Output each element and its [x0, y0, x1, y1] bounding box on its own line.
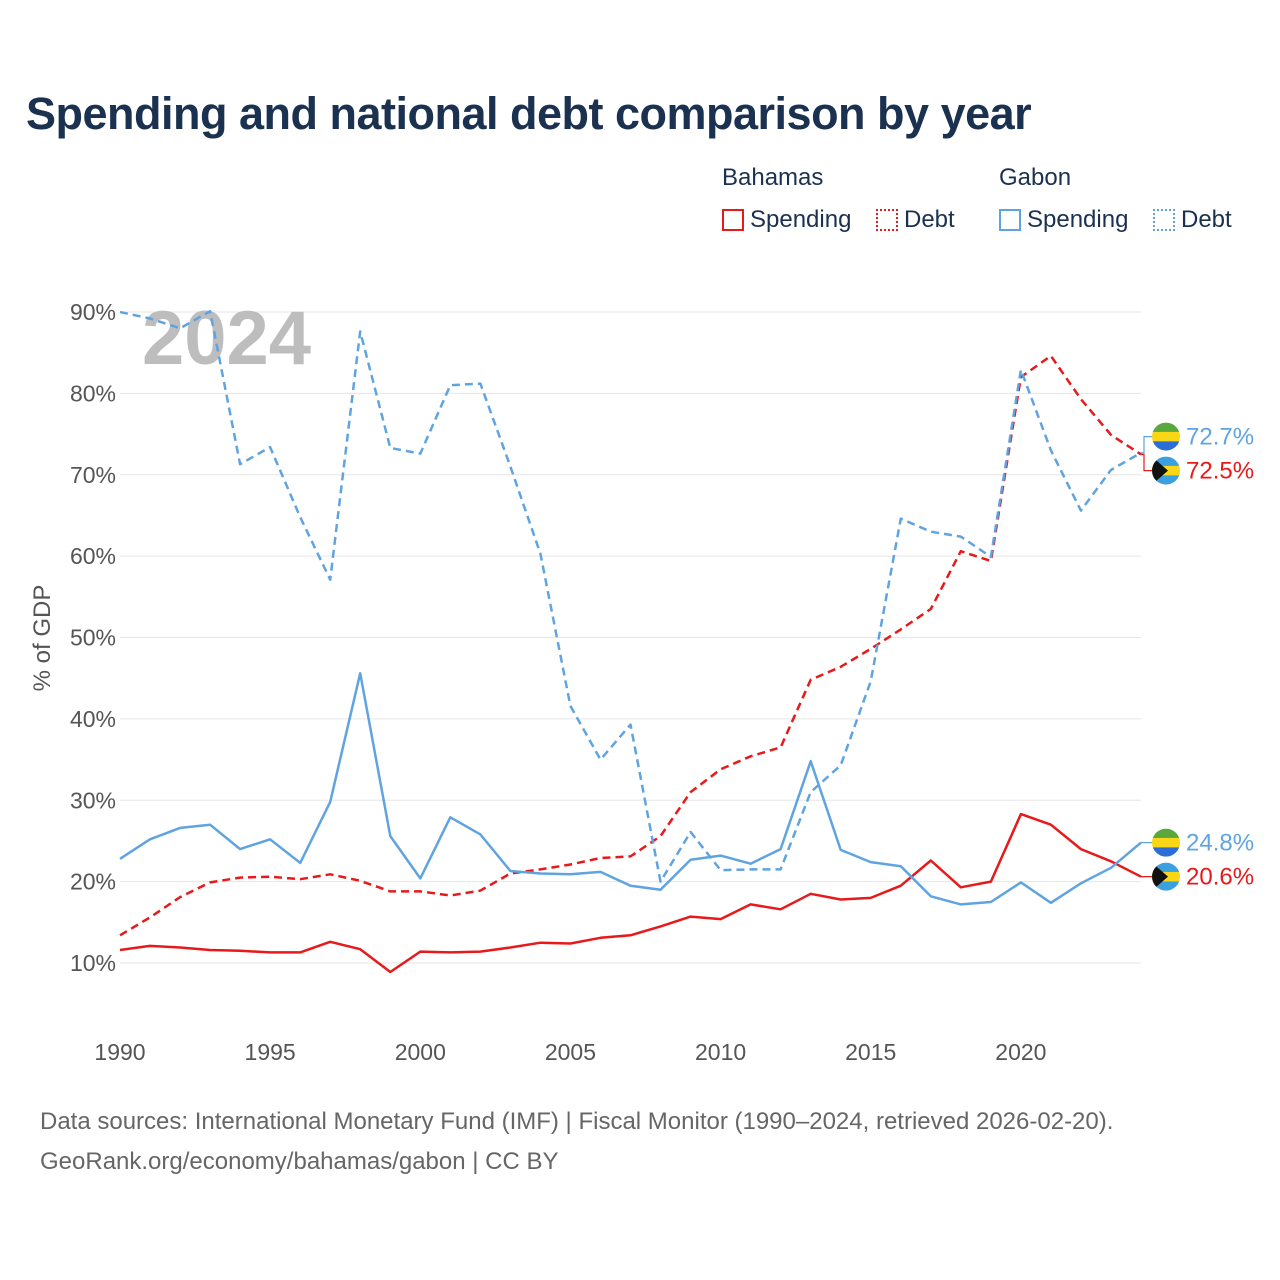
flag-stripe [1152, 828, 1180, 839]
end-label-bahamas-spending: 20.6% [1186, 864, 1254, 891]
series-lines [119, 309, 1142, 974]
legend-swatch-dotted-icon [876, 209, 898, 231]
flag-fill [1152, 828, 1180, 857]
x-tick-label: 2010 [695, 1039, 746, 1065]
y-axis-label: % of GDP [29, 585, 56, 692]
flag-triangle [1152, 862, 1168, 891]
footer-source: Data sources: International Monetary Fun… [40, 1108, 1114, 1135]
y-tick-label: 20% [70, 869, 116, 895]
legend-item-gabon-debt[interactable]: Debt [1153, 206, 1232, 234]
y-tick-label: 70% [70, 462, 116, 488]
end-connector-gabon-debt [1141, 435, 1152, 454]
chart-title: Spending and national debt comparison by… [26, 88, 1032, 139]
legend-swatch-dotted-icon [1153, 209, 1175, 231]
series-line-bahamas-spending [119, 812, 1142, 974]
flag-stripe [1152, 881, 1180, 891]
end-label-gabon-debt: 72.7% [1186, 424, 1254, 451]
legend-label: Debt [1181, 206, 1232, 233]
flag-fill [1152, 422, 1180, 451]
flag-triangle [1152, 456, 1168, 485]
flag-stripe [1152, 862, 1180, 873]
footer-credit[interactable]: GeoRank.org/economy/bahamas/gabon | CC B… [40, 1148, 559, 1175]
y-tick-label: 50% [70, 625, 116, 651]
bahamas-flag-icon [1152, 862, 1180, 891]
flag-stripe [1152, 456, 1180, 466]
x-axis: 1990 1995 2000 2005 2010 2015 2020 [94, 1039, 1046, 1065]
x-tick-label: 2005 [545, 1039, 596, 1065]
x-tick-label: 1990 [94, 1039, 145, 1065]
grid-lines [120, 311, 1141, 964]
legend-label: Spending [1027, 206, 1129, 233]
y-tick-label: 80% [70, 380, 116, 406]
y-tick-label: 90% [70, 299, 116, 325]
x-tick-label: 2015 [845, 1039, 896, 1065]
gabon-flag-icon [1152, 828, 1180, 857]
y-axis: 10% 20% 30% 40% 50% 60% 70% 80% 90% [70, 299, 116, 976]
x-tick-label: 1995 [245, 1039, 296, 1065]
y-tick-label: 40% [70, 706, 116, 732]
end-connector-bahamas-debt [1141, 453, 1152, 472]
legend-item-bahamas-spending[interactable]: Spending [722, 206, 851, 234]
x-tick-label: 2020 [995, 1039, 1046, 1065]
flag-stripe [1152, 422, 1180, 432]
end-label-bahamas-debt: 72.5% [1186, 458, 1254, 485]
legend-label: Spending [750, 206, 852, 233]
legend-group-gabon: Gabon [999, 164, 1072, 191]
flag-stripe [1152, 847, 1180, 857]
series-line-bahamas-debt [119, 354, 1142, 937]
legend-group-bahamas: Bahamas [722, 164, 824, 191]
flag-fill [1152, 456, 1180, 485]
legend-swatch-solid-icon [999, 209, 1021, 231]
flag-fill [1152, 862, 1180, 891]
bahamas-flag-icon [1152, 456, 1180, 485]
legend-label: Debt [904, 206, 955, 233]
x-tick-label: 2000 [395, 1039, 446, 1065]
y-tick-label: 30% [70, 787, 116, 813]
series-line-gabon-spending [119, 672, 1142, 906]
line-chart: 2024 10%20%30%40%50%60%70%80%90% 1990 199… [29, 296, 1254, 1065]
flag-stripe [1152, 837, 1180, 848]
flag-stripe [1152, 441, 1180, 451]
year-watermark: 2024 [142, 296, 311, 381]
flag-stripe [1152, 431, 1180, 442]
y-tick-label: 10% [70, 950, 116, 976]
legend-swatch-solid-icon [722, 209, 744, 231]
series-line-gabon-debt [119, 309, 1142, 883]
legend-item-gabon-spending[interactable]: Spending [999, 206, 1128, 234]
y-tick-label: 60% [70, 543, 116, 569]
end-label-gabon-spending: 24.8% [1186, 830, 1254, 857]
legend-item-bahamas-debt[interactable]: Debt [876, 206, 955, 234]
flag-stripe [1152, 475, 1180, 485]
gabon-flag-icon [1152, 422, 1180, 451]
end-labels: 72.7% 72.5% 24.8% 20.6% [1141, 422, 1254, 891]
